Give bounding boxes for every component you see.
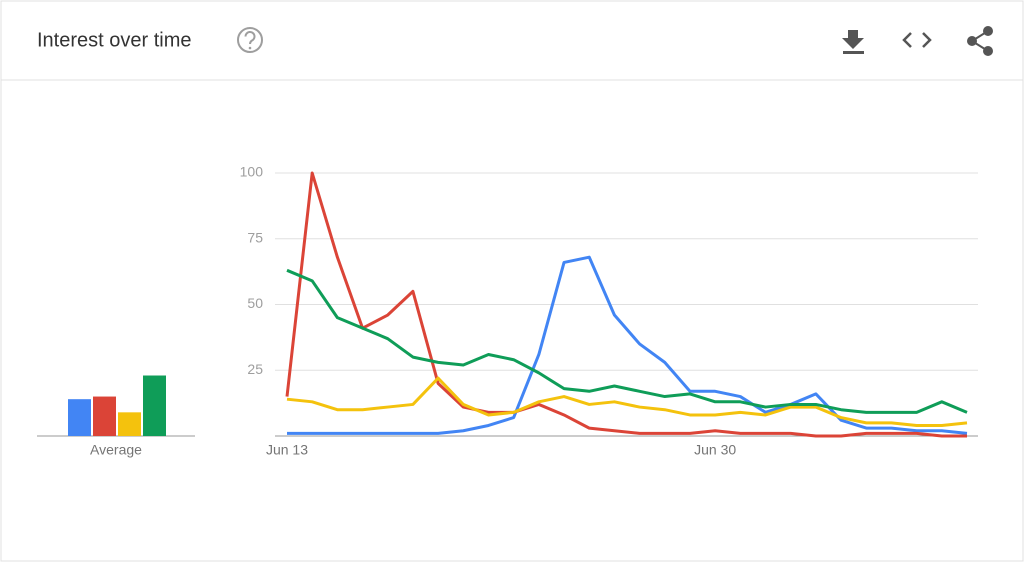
series-line [286, 376, 968, 427]
y-tick-label: 25 [247, 361, 263, 377]
series-line [286, 268, 968, 414]
average-bar [118, 412, 141, 436]
average-bar [143, 375, 166, 436]
y-tick-label: 50 [247, 295, 263, 311]
embed-icon[interactable] [902, 32, 932, 48]
average-label: Average [90, 442, 142, 458]
x-tick-label: Jun 13 [266, 442, 308, 458]
y-tick-label: 75 [247, 229, 263, 245]
series-line [285, 171, 967, 438]
average-bar [68, 399, 91, 436]
y-tick-label: 100 [240, 164, 264, 180]
download-icon[interactable] [842, 30, 864, 54]
plot: 25 50 75 100 Jun 13 Jun 30 Average [37, 164, 978, 458]
header-title: Interest over time [37, 29, 192, 51]
help-icon[interactable] [237, 27, 263, 53]
series-line [287, 255, 968, 435]
average-bar [93, 396, 116, 436]
x-tick-label: Jun 30 [694, 442, 736, 458]
share-icon[interactable] [967, 26, 993, 56]
